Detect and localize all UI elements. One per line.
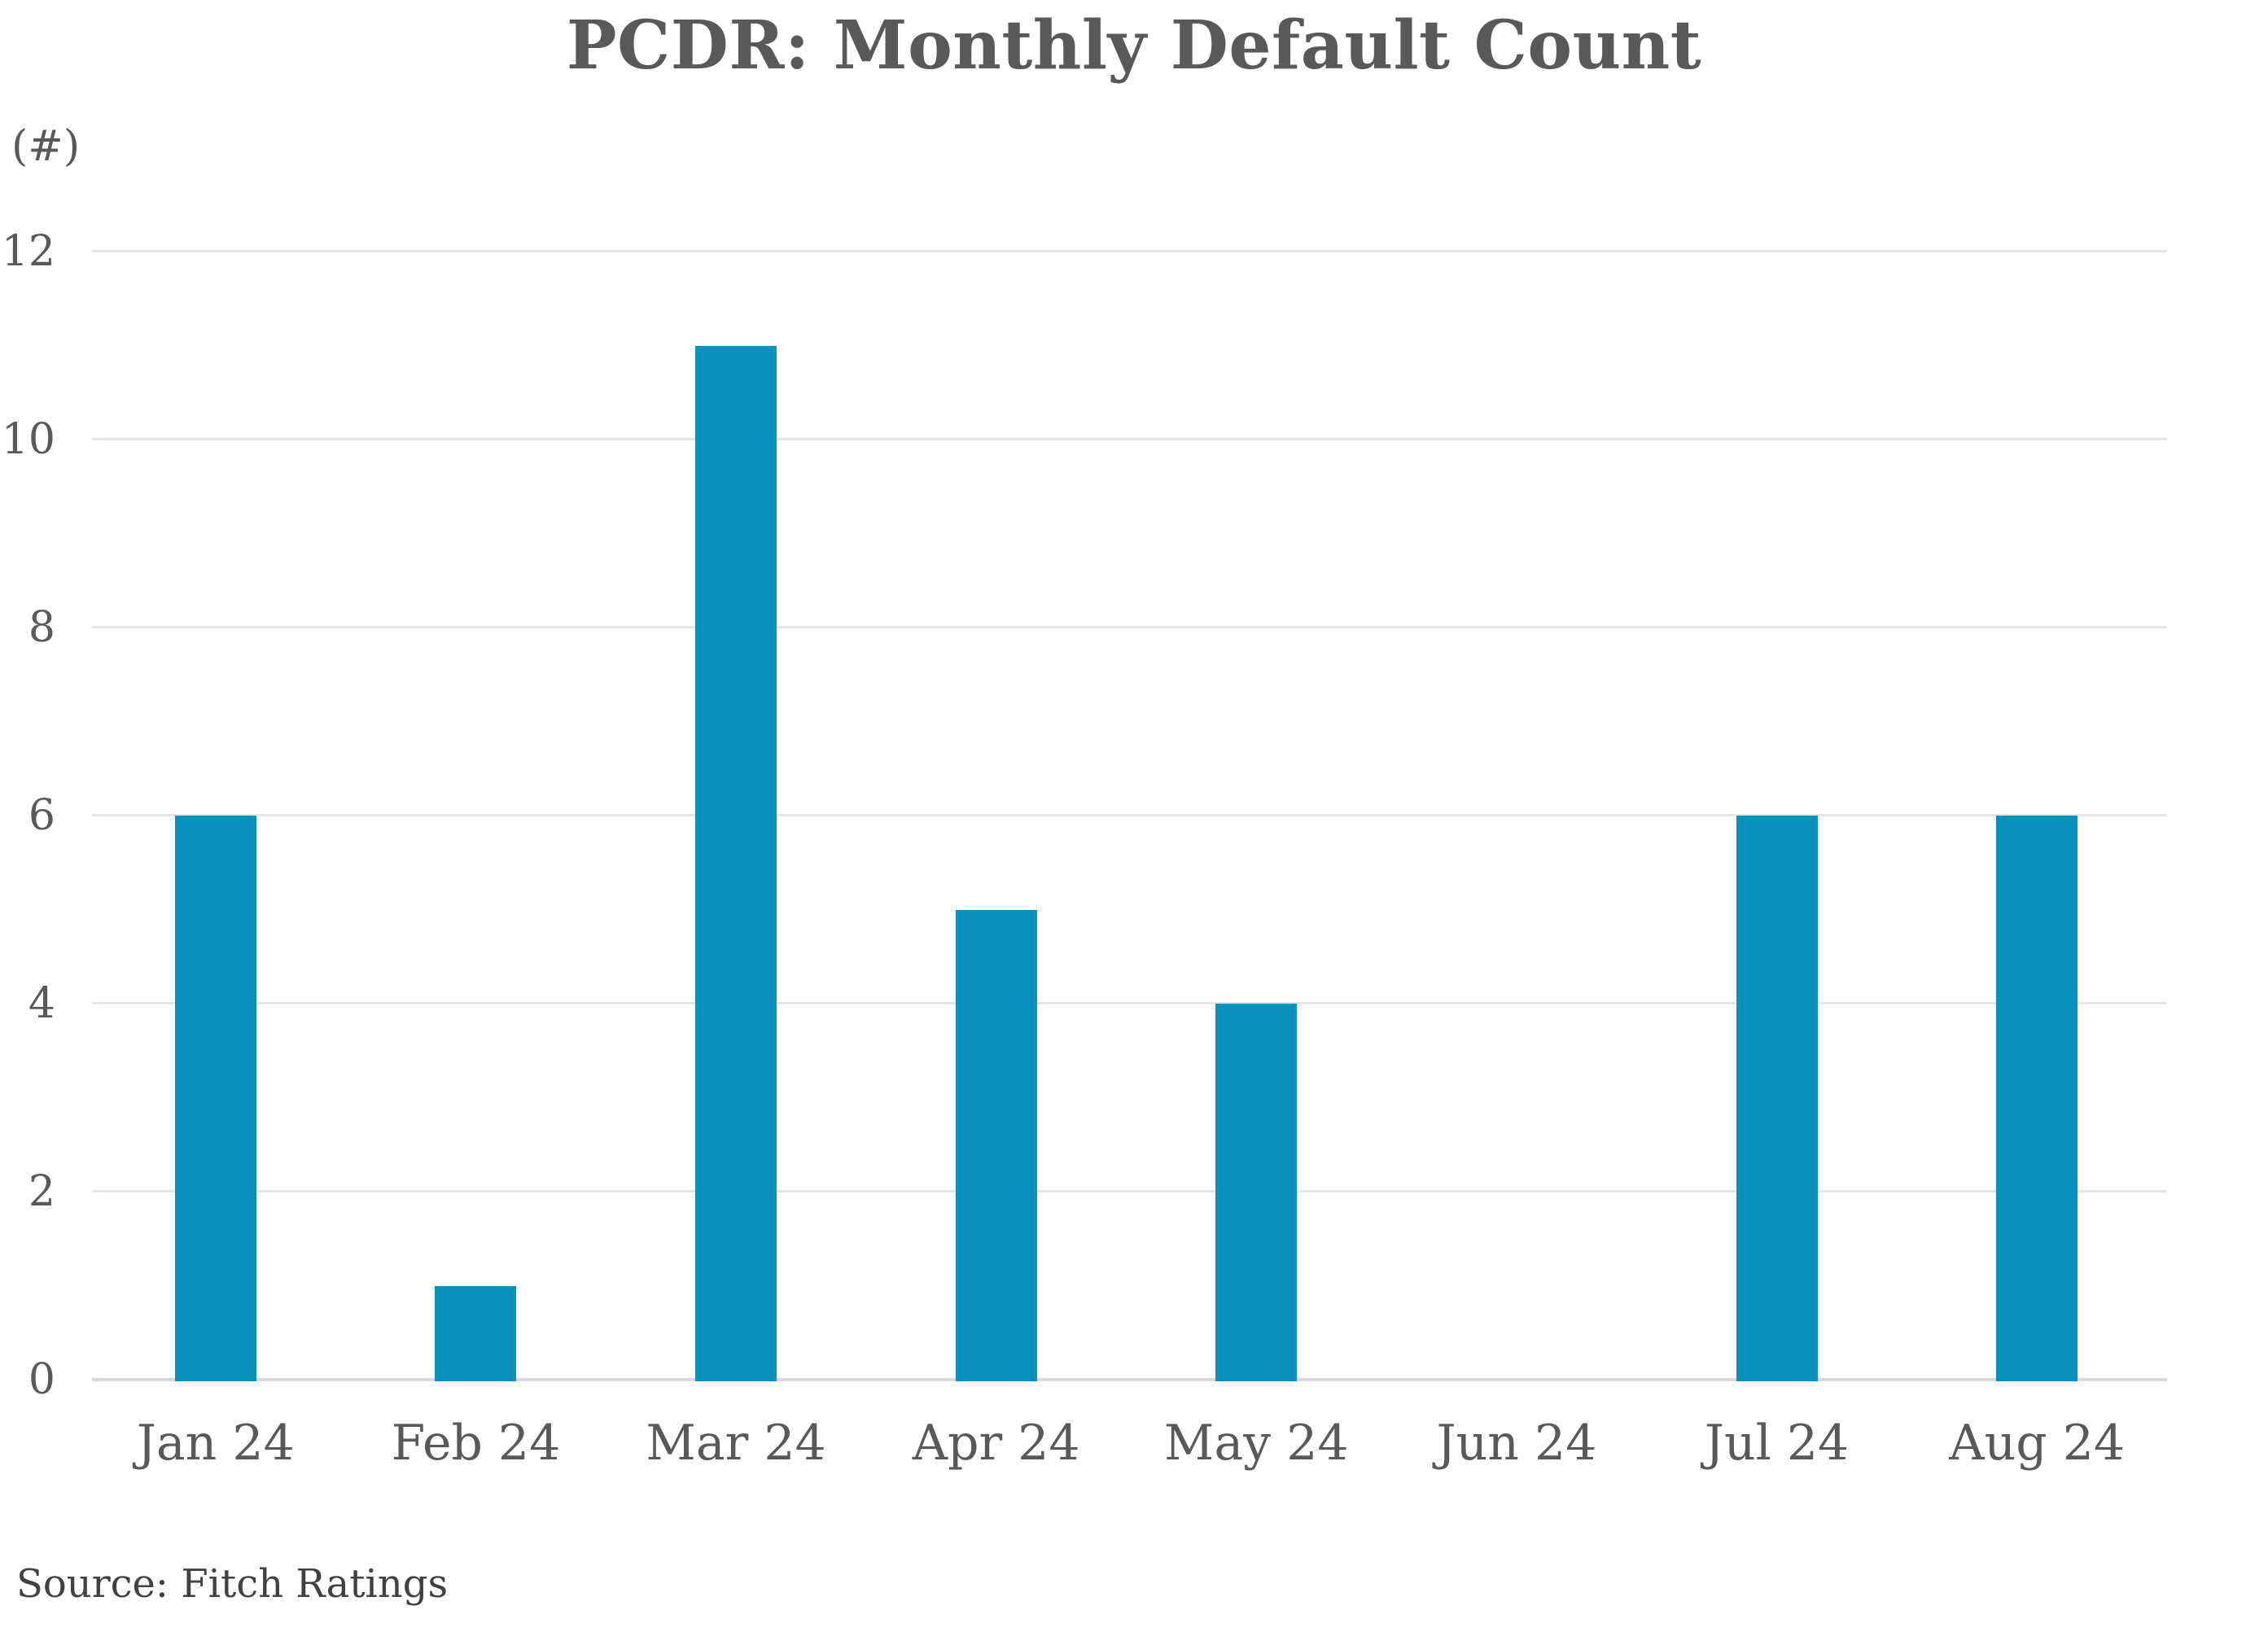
gridline	[92, 814, 2167, 816]
x-tick-label: Jun 24	[1436, 1415, 1597, 1472]
bar-feb-24	[435, 1285, 517, 1381]
x-tick-label: May 24	[1164, 1415, 1349, 1472]
x-tick-label: Jul 24	[1704, 1415, 1850, 1472]
y-axis-unit-label: (#)	[11, 122, 81, 171]
bar-jan-24	[174, 816, 256, 1381]
source-note: Source: Fitch Ratings	[16, 1561, 449, 1607]
y-tick-label: 2	[28, 1167, 55, 1216]
x-axis-line	[92, 1378, 2167, 1381]
y-tick-label: 0	[28, 1355, 55, 1404]
y-tick-label: 10	[1, 415, 55, 464]
y-tick-label: 8	[28, 603, 55, 652]
x-tick-label: Jan 24	[136, 1415, 295, 1472]
gridline	[92, 626, 2167, 628]
y-tick-label: 12	[1, 227, 55, 276]
y-tick-label: 6	[28, 791, 55, 840]
gridline	[92, 438, 2167, 440]
bar-apr-24	[955, 909, 1037, 1381]
gridline	[92, 250, 2167, 252]
gridline	[92, 1002, 2167, 1004]
bar-aug-24	[1996, 816, 2078, 1381]
x-tick-label: Feb 24	[391, 1415, 561, 1472]
chart-title: PCDR: Monthly Default Count	[566, 7, 1702, 85]
bar-may-24	[1215, 1004, 1298, 1381]
gridline	[92, 1190, 2167, 1192]
x-tick-label: Mar 24	[646, 1415, 826, 1472]
bar-jul-24	[1736, 816, 1818, 1381]
x-tick-label: Apr 24	[912, 1415, 1080, 1472]
bar-mar-24	[695, 345, 777, 1381]
x-tick-label: Aug 24	[1949, 1415, 2126, 1472]
y-tick-label: 4	[28, 979, 55, 1028]
